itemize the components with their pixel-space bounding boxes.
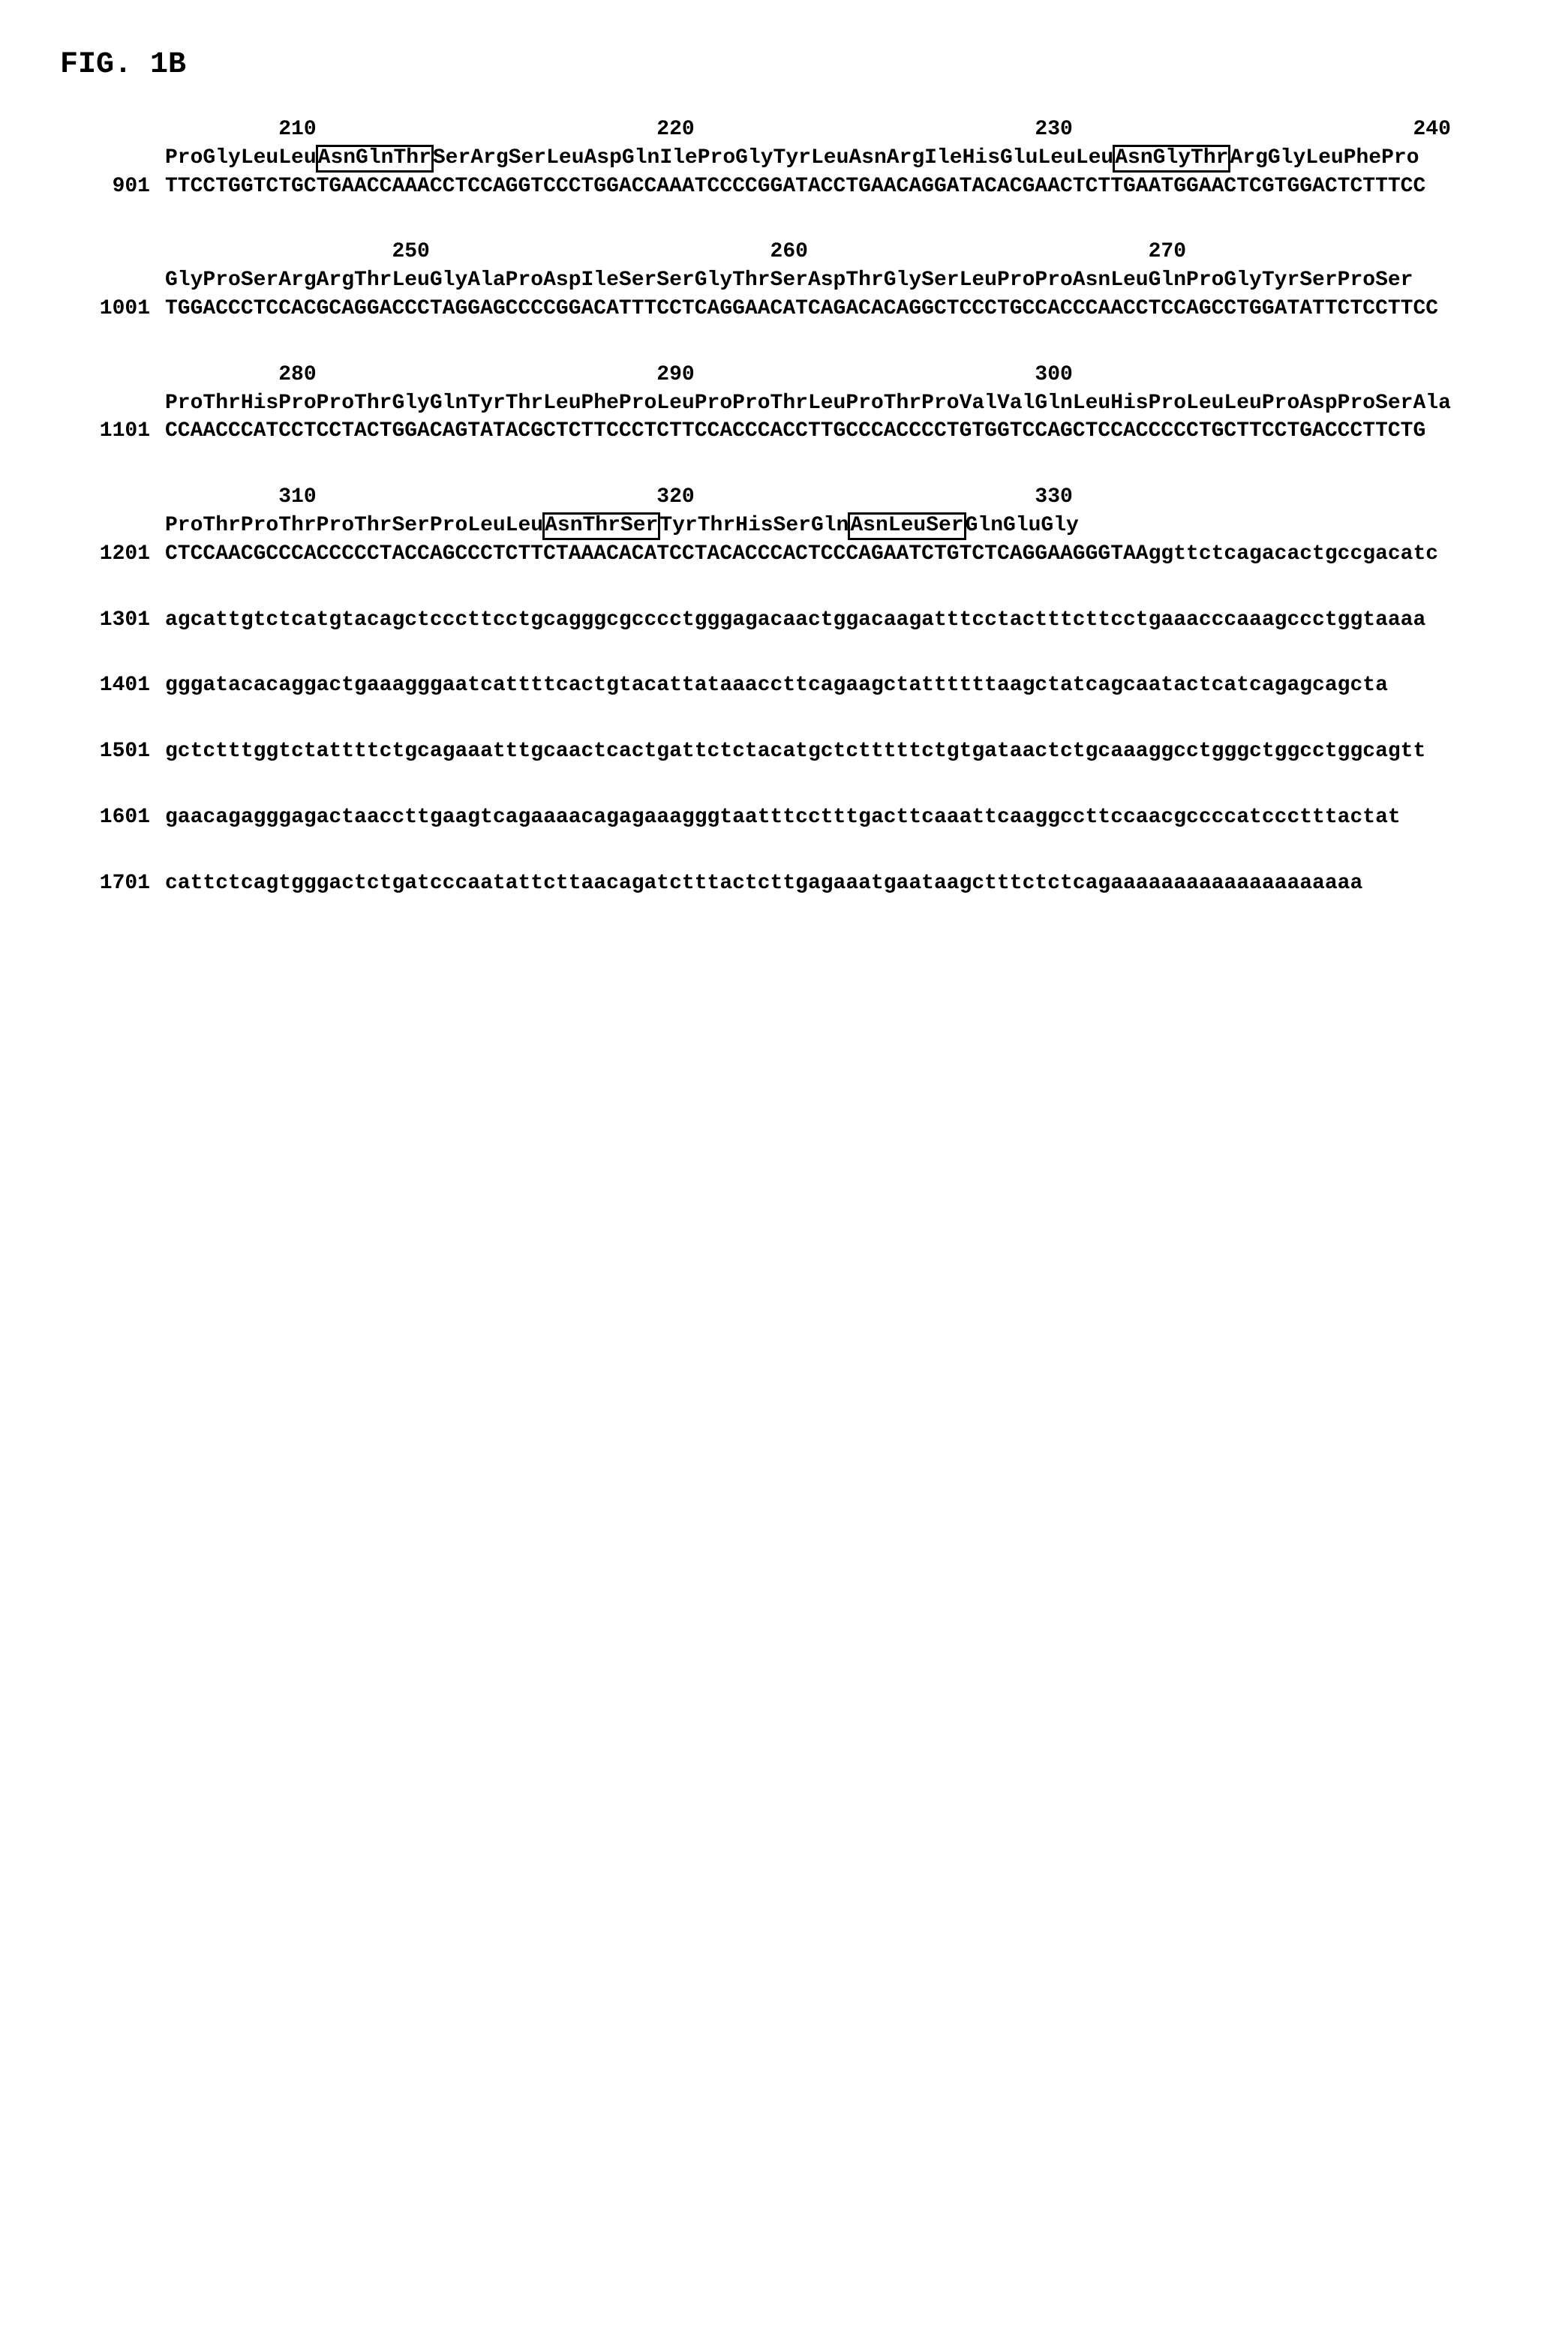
dna-sequence: CTCCAACGCCCACCCCCTACCAGCCCTCTTCTAAACACAT… [165, 542, 1438, 566]
ruler-row: 901 210 220 230 240 [60, 116, 1508, 144]
dna-row: 1001TGGACCCTCCACGCAGGACCCTAGGAGCCCCGGACA… [60, 295, 1508, 323]
glycosylation-site: AsnGlnThr [316, 145, 434, 173]
protein-row: 1001GlyProSerArgArgThrLeuGlyAlaProAspIle… [60, 266, 1508, 295]
untranslated-row: 1301agcattgtctcatgtacagctcccttcctgcagggc… [60, 606, 1508, 635]
position-number: 1001 [60, 295, 165, 323]
protein-segment: ProThrProThrProThrSerProLeuLeu [165, 514, 543, 537]
sequence-block: 1401gggatacacaggactgaaagggaatcattttcactg… [60, 671, 1508, 700]
protein-segment: ArgGlyLeuPhePro [1230, 146, 1419, 170]
protein-segment: TyrThrHisSerGln [659, 514, 849, 537]
sequence-block: 1001 250 260 2701001GlyProSerArgArgThrLe… [60, 238, 1508, 323]
ruler-row: 1101 280 290 300 [60, 361, 1508, 389]
ruler-row: 1001 250 260 270 [60, 238, 1508, 266]
sequence-block: 1601gaacagagggagactaaccttgaagtcagaaaacag… [60, 803, 1508, 832]
position-number: 1501 [60, 737, 165, 766]
untranslated-sequence: cattctcagtgggactctgatcccaatattcttaacagat… [165, 872, 1362, 895]
protein-segment: ProGlyLeuLeu [165, 146, 317, 170]
position-number: 1701 [60, 869, 165, 898]
sequence-container: 901 210 220 230 240901ProGlyLeuLeuAsnGln… [60, 116, 1508, 898]
protein-segment: ProThrHisProProThrGlyGlnTyrThrLeuPheProL… [165, 392, 1451, 415]
dna-sequence: TTCCTGGTCTGCTGAACCAAACCTCCAGGTCCCTGGACCA… [165, 175, 1425, 198]
sequence-block: 1301agcattgtctcatgtacagctcccttcctgcagggc… [60, 606, 1508, 635]
position-number: 1601 [60, 803, 165, 832]
untranslated-sequence: gaacagagggagactaaccttgaagtcagaaaacagagaa… [165, 806, 1401, 829]
untranslated-row: 1601gaacagagggagactaaccttgaagtcagaaaacag… [60, 803, 1508, 832]
ruler-marks: 250 260 270 [165, 240, 1186, 263]
sequence-block: 901 210 220 230 240901ProGlyLeuLeuAsnGln… [60, 116, 1508, 200]
protein-segment: GlnGluGly [966, 514, 1079, 537]
untranslated-row: 1401gggatacacaggactgaaagggaatcattttcactg… [60, 671, 1508, 700]
untranslated-sequence: agcattgtctcatgtacagctcccttcctgcagggcgccc… [165, 608, 1425, 632]
sequence-block: 1501gctctttggtctattttctgcagaaatttgcaactc… [60, 737, 1508, 766]
protein-row: 1201ProThrProThrProThrSerProLeuLeuAsnThr… [60, 512, 1508, 540]
dna-row: 901TTCCTGGTCTGCTGAACCAAACCTCCAGGTCCCTGGA… [60, 173, 1508, 201]
untranslated-sequence: gggatacacaggactgaaagggaatcattttcactgtaca… [165, 674, 1388, 697]
untranslated-row: 1701cattctcagtgggactctgatcccaatattcttaac… [60, 869, 1508, 898]
glycosylation-site: AsnThrSer [542, 512, 660, 540]
figure-label: FIG. 1B [60, 45, 1508, 86]
dna-row: 1201CTCCAACGCCCACCCCCTACCAGCCCTCTTCTAAAC… [60, 540, 1508, 569]
untranslated-sequence: gctctttggtctattttctgcagaaatttgcaactcactg… [165, 740, 1425, 763]
protein-row: 901ProGlyLeuLeuAsnGlnThrSerArgSerLeuAspG… [60, 144, 1508, 173]
ruler-marks: 310 320 330 [165, 485, 1073, 509]
sequence-block: 1201 310 320 3301201ProThrProThrProThrSe… [60, 483, 1508, 568]
dna-sequence: TGGACCCTCCACGCAGGACCCTAGGAGCCCCGGACATTTC… [165, 297, 1438, 320]
protein-segment: GlyProSerArgArgThrLeuGlyAlaProAspIleSerS… [165, 269, 1413, 292]
sequence-block: 1101 280 290 3001101ProThrHisProProThrGl… [60, 361, 1508, 446]
glycosylation-site: AsnLeuSer [848, 512, 966, 540]
position-number: 1101 [60, 417, 165, 446]
protein-segment: SerArgSerLeuAspGlnIleProGlyTyrLeuAsnArgI… [433, 146, 1113, 170]
ruler-marks: 210 220 230 240 [165, 118, 1451, 141]
dna-row: 1101CCAACCCATCCTCCTACTGGACAGTATACGCTCTTC… [60, 417, 1508, 446]
ruler-marks: 280 290 300 [165, 363, 1073, 386]
dna-sequence: CCAACCCATCCTCCTACTGGACAGTATACGCTCTTCCCTC… [165, 419, 1425, 443]
position-number: 1301 [60, 606, 165, 635]
ruler-row: 1201 310 320 330 [60, 483, 1508, 512]
position-number: 901 [60, 173, 165, 201]
position-number: 1401 [60, 671, 165, 700]
sequence-block: 1701cattctcagtgggactctgatcccaatattcttaac… [60, 869, 1508, 898]
glycosylation-site: AsnGlyThr [1113, 145, 1230, 173]
protein-row: 1101ProThrHisProProThrGlyGlnTyrThrLeuPhe… [60, 389, 1508, 418]
position-number: 1201 [60, 540, 165, 569]
untranslated-row: 1501gctctttggtctattttctgcagaaatttgcaactc… [60, 737, 1508, 766]
